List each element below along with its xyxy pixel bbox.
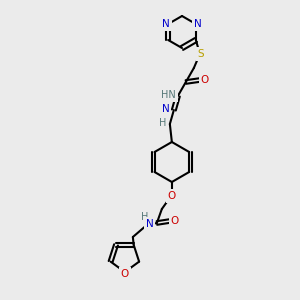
Text: N: N bbox=[162, 104, 170, 114]
Text: O: O bbox=[171, 216, 179, 226]
Text: O: O bbox=[201, 75, 209, 85]
Text: N: N bbox=[162, 19, 170, 29]
Text: N: N bbox=[146, 219, 154, 229]
Text: HN: HN bbox=[161, 90, 176, 100]
Text: O: O bbox=[168, 191, 176, 201]
Text: O: O bbox=[121, 269, 129, 279]
Text: H: H bbox=[159, 118, 167, 128]
Text: S: S bbox=[197, 49, 204, 59]
Text: N: N bbox=[194, 19, 202, 29]
Text: H: H bbox=[141, 212, 148, 222]
